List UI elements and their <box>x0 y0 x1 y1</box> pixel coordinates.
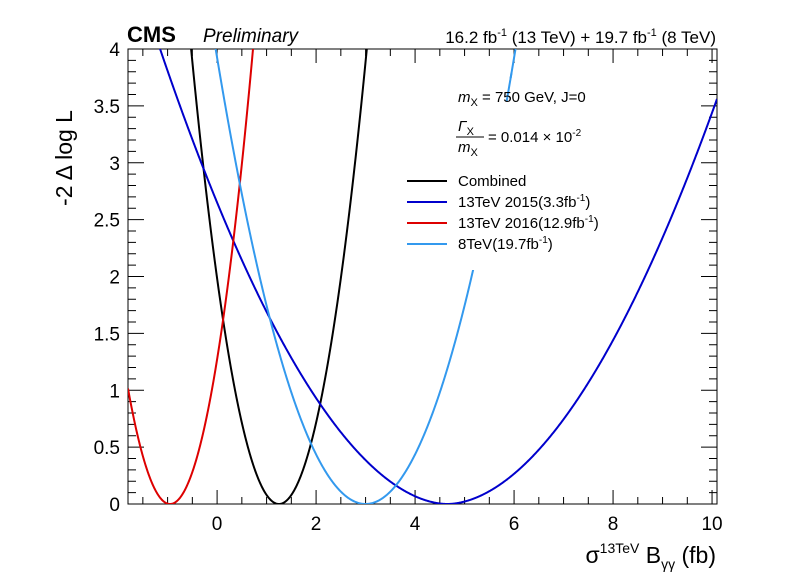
curve-series-3 <box>214 49 517 504</box>
legend-label: 8TeV(19.7fb-1) <box>458 235 553 253</box>
preliminary-label: Preliminary <box>203 26 300 47</box>
y-tick-label: 1 <box>109 381 120 402</box>
x-tick-label: 4 <box>410 514 421 535</box>
curve-overlap-lower <box>505 72 513 102</box>
width-denominator: mX <box>458 139 479 159</box>
x-tick-label: 0 <box>212 514 223 535</box>
legend-label: 13TeV 2015(3.3fb-1) <box>458 193 590 211</box>
x-tick-label: 2 <box>311 514 322 535</box>
luminosity-label: 16.2 fb-1 (13 TeV) + 19.7 fb-1 (8 TeV) <box>445 27 716 47</box>
y-tick-label: 0.5 <box>94 438 120 459</box>
x-tick-label: 8 <box>608 514 619 535</box>
mass-annotation: mX = 750 GeV, J=0 <box>458 89 586 109</box>
legend-label: Combined <box>458 173 526 190</box>
x-tick-label: 10 <box>701 514 722 535</box>
width-numerator: ΓX <box>458 118 475 138</box>
y-axis-label: -2 Δ log L <box>51 110 77 206</box>
cms-label: CMS <box>127 22 176 47</box>
width-value: = 0.014 × 10-2 <box>488 128 582 146</box>
x-axis-ticks: 0 2 4 6 8 10 <box>142 49 723 535</box>
x-tick-label: 6 <box>509 514 520 535</box>
legend-box <box>398 78 633 270</box>
y-tick-label: 0 <box>109 495 120 516</box>
curve-series-1 <box>159 49 717 504</box>
y-tick-label: 2 <box>109 268 120 289</box>
curve-series-2 <box>128 49 255 504</box>
y-tick-label: 4 <box>109 40 120 61</box>
legend: Combined 13TeV 2015(3.3fb-1) 13TeV 2016(12… <box>407 173 599 253</box>
y-tick-label: 1.5 <box>94 324 120 345</box>
curve-series-0 <box>190 49 368 504</box>
y-tick-label: 2.5 <box>94 211 120 232</box>
y-tick-label: 3.5 <box>94 97 120 118</box>
legend-label: 13TeV 2016(12.9fb-1) <box>458 214 599 232</box>
x-axis-label: σ13TeV Bγγ (fb) <box>585 540 716 572</box>
y-tick-label: 3 <box>109 154 120 175</box>
likelihood-curves <box>128 49 717 504</box>
y-axis-ticks: 0 0.5 1 1.5 2 2.5 3 3.5 4 <box>94 40 717 516</box>
